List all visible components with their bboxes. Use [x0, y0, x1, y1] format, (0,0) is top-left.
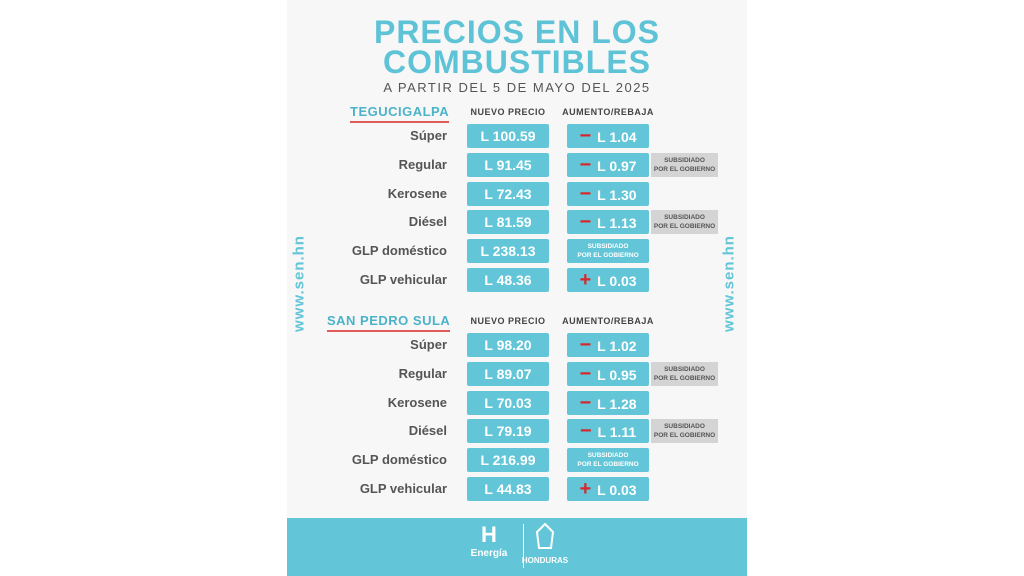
change-value: L 1.13	[597, 215, 637, 232]
column-header: AUMENTO/REBAJA	[562, 107, 654, 117]
fuel-name: GLP doméstico	[351, 243, 447, 259]
change-value: L 1.11	[597, 424, 637, 441]
change-sign: +	[579, 478, 592, 500]
change-box: + L 0.03	[567, 477, 649, 501]
change-value: L 0.97	[597, 157, 637, 174]
price-box: L 238.13	[467, 239, 549, 264]
org-name: Energía	[470, 548, 508, 559]
change-sign: −	[579, 211, 592, 234]
column-header: NUEVO PRECIO	[470, 316, 546, 326]
change-box: − L 0.97	[567, 152, 649, 177]
fuel-name: GLP doméstico	[351, 452, 447, 468]
price-box: L 91.45	[467, 152, 549, 177]
price-box: L 100.59	[467, 124, 549, 148]
title-line: COMBUSTIBLES	[383, 44, 651, 80]
divider	[523, 524, 524, 568]
column-header: NUEVO PRECIO	[470, 107, 546, 117]
title-line: PRECIOS EN LOS	[373, 14, 661, 50]
subsidy-note: SUBSIDIADO POR EL GOBIERNO	[651, 152, 718, 177]
price-box: L 48.36	[467, 268, 549, 292]
subsidy-text: POR EL GOBIERNO	[577, 461, 639, 469]
city-name: TEGUCIGALPA	[350, 104, 450, 123]
subsidy-note: SUBSIDIADO POR EL GOBIERNO	[651, 210, 718, 235]
fuel-name: Regular	[398, 365, 447, 381]
price-box: L 79.19	[467, 419, 549, 444]
change-value: L 0.95	[597, 366, 637, 383]
change-box: SUBSIDIADO POR EL GOBIERNO	[567, 448, 649, 473]
change-value: L 0.03	[597, 273, 637, 289]
subsidy-text: POR EL GOBIERNO	[653, 374, 716, 382]
price-box: L 70.03	[467, 390, 549, 415]
fuel-name: GLP vehicular	[359, 272, 447, 287]
subsidy-text: SUBSIDIADO	[587, 452, 629, 460]
subsidy-note: SUBSIDIADO POR EL GOBIERNO	[651, 361, 718, 386]
price-box: L 89.07	[467, 361, 549, 386]
change-box: − L 1.13	[567, 210, 649, 235]
column-header: AUMENTO/REBAJA	[562, 316, 654, 326]
subsidy-text: POR EL GOBIERNO	[653, 165, 716, 173]
fuel-name: Diésel	[408, 214, 447, 230]
change-value: L 1.04	[597, 129, 637, 145]
change-sign: −	[579, 362, 592, 385]
change-box: − L 1.30	[567, 181, 649, 206]
price-box: L 72.43	[467, 181, 549, 206]
fuel-name: Kerosene	[387, 394, 447, 410]
change-box: − L 1.11	[567, 419, 649, 444]
subsidy-text: SUBSIDIADO	[587, 243, 629, 251]
change-sign: −	[579, 391, 592, 414]
country: HONDURAS	[521, 556, 569, 565]
subsidy-text: POR EL GOBIERNO	[653, 223, 716, 231]
change-value: L 0.03	[597, 482, 637, 498]
price-box: L 81.59	[467, 210, 549, 235]
subsidy-text: SUBSIDIADO	[664, 365, 705, 373]
change-box: − L 1.28	[567, 390, 649, 415]
change-value: L 1.30	[597, 186, 637, 203]
price-box: L 216.99	[467, 448, 549, 473]
change-box: + L 0.03	[567, 268, 649, 292]
change-sign: −	[579, 153, 592, 176]
subsidy-text: SUBSIDIADO	[664, 214, 705, 222]
fuel-name: Súper	[410, 337, 447, 352]
change-sign: −	[579, 334, 592, 356]
change-box: − L 0.95	[567, 361, 649, 386]
change-sign: −	[579, 125, 592, 147]
fuel-name: Súper	[410, 128, 447, 143]
subtitle: A PARTIR DEL 5 DE MAYO DEL 2025	[383, 80, 651, 95]
fuel-name: Kerosene	[387, 185, 447, 201]
fuel-name: Diésel	[408, 423, 447, 439]
side-text: www.sen.hn	[720, 235, 738, 332]
fuel-name: GLP vehicular	[359, 481, 447, 496]
city-name: SAN PEDRO SULA	[327, 313, 451, 332]
change-box: SUBSIDIADO POR EL GOBIERNO	[567, 239, 649, 264]
change-value: L 1.02	[597, 338, 637, 354]
subsidy-text: SUBSIDIADO	[664, 423, 705, 431]
change-sign: −	[579, 182, 592, 205]
change-value: L 1.28	[597, 395, 637, 412]
subsidy-note: SUBSIDIADO POR EL GOBIERNO	[651, 419, 718, 444]
price-box: L 98.20	[467, 333, 549, 357]
fuel-name: Regular	[398, 156, 447, 172]
subsidy-text: POR EL GOBIERNO	[653, 432, 716, 440]
price-box: L 44.83	[467, 477, 549, 501]
change-sign: +	[579, 269, 592, 291]
logo-letter: H	[481, 522, 497, 547]
change-box: − L 1.02	[567, 333, 649, 357]
subsidy-text: SUBSIDIADO	[664, 156, 705, 164]
change-sign: −	[579, 420, 592, 443]
footer: H Energía HONDURAS	[287, 518, 747, 576]
emblem	[535, 522, 555, 549]
subsidy-text: POR EL GOBIERNO	[577, 252, 639, 260]
change-box: − L 1.04	[567, 124, 649, 148]
